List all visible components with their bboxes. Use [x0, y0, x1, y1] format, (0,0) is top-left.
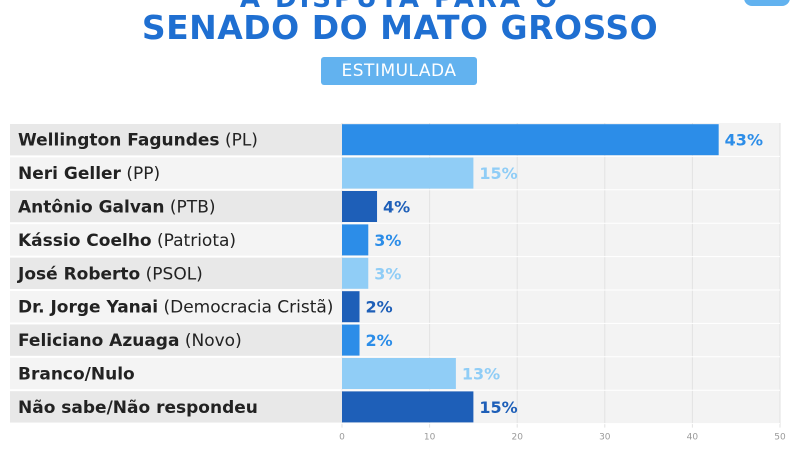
bar-label: Não sabe/Não respondeu [18, 398, 258, 418]
bar [342, 124, 719, 156]
x-tick-label: 40 [687, 433, 699, 443]
value-label: 3% [374, 264, 401, 283]
value-label: 13% [462, 365, 500, 384]
bar-label: José Roberto (PSOL) [17, 264, 203, 284]
row-label-background [10, 257, 342, 289]
row-label-background [10, 124, 342, 156]
bar [342, 291, 360, 323]
candidate-name: Wellington Fagundes [18, 131, 220, 151]
bar [342, 358, 456, 389]
candidate-name: Kássio Coelho [18, 231, 152, 251]
x-tick-label: 20 [511, 433, 523, 443]
bar-label: Kássio Coelho (Patriota) [18, 231, 236, 251]
party-name: (Patriota) [152, 231, 236, 251]
bar [342, 224, 369, 256]
chart-title: SENADO DO MATO GROSSO [141, 8, 659, 47]
survey-type-badge: ESTIMULADA [321, 57, 477, 85]
bar [342, 191, 378, 222]
x-tick-label: 10 [424, 433, 436, 443]
x-tick-label: 50 [774, 433, 786, 443]
party-name: (PSOL) [140, 264, 203, 284]
bar-label: Wellington Fagundes (PL) [18, 131, 258, 151]
party-name: (Democracia Cristã) [158, 298, 333, 318]
candidate-name: Dr. Jorge Yanai [18, 298, 158, 318]
bar [342, 324, 360, 356]
party-name: (PP) [121, 164, 160, 184]
value-label: 43% [725, 131, 763, 150]
row-label-background [10, 357, 342, 390]
bar [342, 257, 369, 289]
chart-title-top: A DISPUTA PARA O [0, 0, 800, 14]
candidate-name: Antônio Galvan [18, 198, 165, 218]
candidate-name: Neri Geller [18, 164, 122, 184]
bar [342, 157, 474, 189]
candidate-name: Branco/Nulo [18, 365, 135, 385]
party-name: (PL) [220, 131, 258, 151]
row-label-background [10, 391, 342, 423]
bar-label: Feliciano Azuaga (Novo) [18, 331, 242, 351]
bar [342, 391, 474, 423]
value-label: 15% [479, 398, 517, 417]
row-label-background [10, 157, 342, 189]
bar-label: Neri Geller (PP) [18, 164, 160, 184]
value-label: 4% [383, 198, 410, 217]
rows-layer: Wellington Fagundes (PL) 43% Neri Geller (… [10, 124, 780, 425]
row-label-background [10, 291, 342, 323]
bar-label: Antônio Galvan (PTB) [18, 198, 215, 218]
bar-label: Branco/Nulo [18, 365, 135, 385]
corner-decoration [744, 0, 790, 6]
candidate-name: Não sabe/Não respondeu [18, 398, 258, 418]
value-label: 2% [366, 298, 393, 317]
party-name: (PTB) [165, 198, 216, 218]
value-label: 15% [479, 164, 517, 183]
row-label-background [10, 224, 342, 256]
x-tick-label: 30 [599, 433, 611, 443]
candidate-name: Feliciano Azuaga [18, 331, 179, 351]
party-name: (Novo) [179, 331, 241, 351]
x-axis-ticks: 0 10 20 30 40 50 [339, 433, 786, 443]
bar-label: Dr. Jorge Yanai (Democracia Cristã) [18, 298, 333, 318]
x-tick-label: 0 [339, 433, 345, 443]
row-label-background [10, 324, 342, 356]
candidate-name: José Roberto [17, 264, 140, 284]
value-label: 3% [374, 231, 401, 250]
value-label: 2% [366, 331, 393, 350]
row-label-background [10, 190, 342, 223]
